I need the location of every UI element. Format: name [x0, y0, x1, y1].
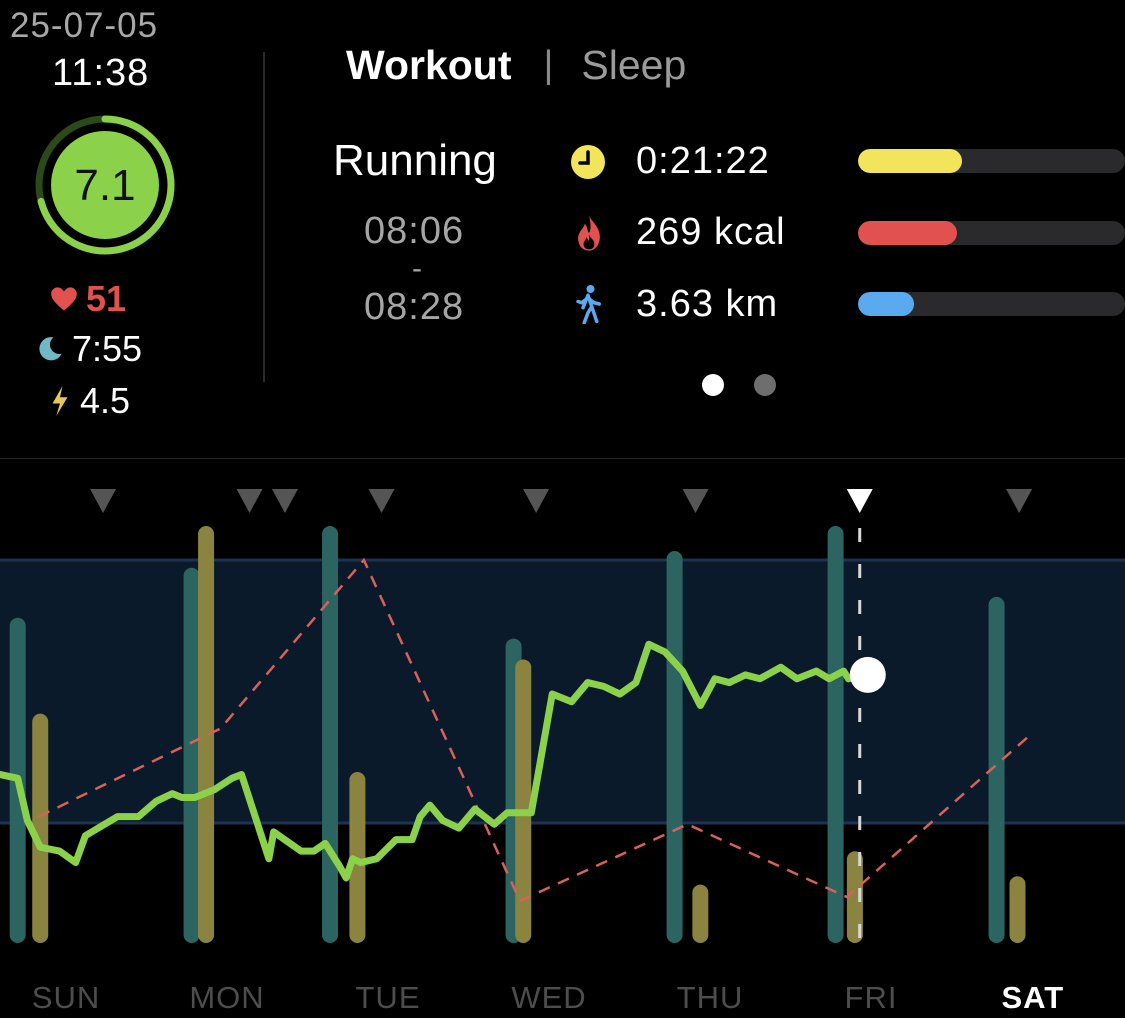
calories-bar-fill — [858, 221, 957, 245]
sleep-value: 7:55 — [72, 328, 143, 369]
teal-bar-5 — [827, 526, 844, 943]
day-label-thu: THU — [676, 980, 744, 1015]
distance-bar-fill — [858, 292, 915, 316]
tab-bar: Workout | Sleep — [346, 42, 686, 89]
teal-bar-4 — [666, 551, 683, 943]
distance-value: 3.63 km — [636, 283, 779, 325]
olive-bar-6 — [1009, 876, 1026, 943]
calories-bar — [858, 221, 1125, 245]
time-label: 11:38 — [52, 52, 150, 94]
lightning-icon — [52, 386, 68, 416]
page-dot-1[interactable] — [702, 374, 724, 396]
olive-bar-0 — [32, 713, 49, 943]
energy-value: 4.5 — [80, 380, 131, 421]
day-label-sat: SAT — [1001, 980, 1065, 1015]
end-time: 08:28 — [364, 286, 465, 328]
score-ring-progress — [37, 115, 175, 255]
day-label-sun: SUN — [31, 980, 101, 1015]
current-point — [849, 656, 886, 693]
event-marker-4 — [523, 489, 550, 513]
event-marker-2 — [271, 489, 298, 513]
date-label: 25-07-05 — [10, 6, 159, 45]
day-label-fri: FRI — [844, 980, 898, 1015]
walking-icon — [576, 285, 601, 324]
duration-bar — [858, 149, 1125, 173]
event-marker-5 — [682, 489, 709, 513]
olive-bar-5 — [846, 851, 863, 943]
day-label-tue: TUE — [355, 980, 421, 1015]
score-ring[interactable]: 7.1 — [30, 110, 180, 260]
flame-icon — [578, 215, 600, 251]
tab-workout[interactable]: Workout — [346, 42, 512, 88]
weekly-chart — [0, 489, 1125, 943]
time-range-separator: - — [412, 252, 422, 285]
target-band — [0, 560, 1125, 823]
olive-bar-4 — [692, 884, 709, 943]
event-marker-0 — [90, 489, 117, 513]
tab-sleep[interactable]: Sleep — [581, 42, 687, 88]
day-label-mon: MON — [189, 980, 265, 1015]
current-marker-triangle — [846, 489, 873, 513]
duration-value: 0:21:22 — [636, 140, 770, 182]
tab-separator: | — [543, 44, 554, 86]
day-label-wed: WED — [511, 980, 587, 1015]
vertical-divider — [263, 52, 265, 382]
page-dot-2[interactable] — [754, 374, 776, 396]
olive-bar-3 — [515, 659, 532, 943]
dashed-series-line — [38, 557, 1030, 903]
heart-rate-stat: 51 — [50, 278, 126, 320]
clock-icon — [571, 145, 605, 179]
event-marker-7 — [1006, 489, 1033, 513]
teal-bar-6 — [988, 596, 1005, 943]
moon-icon — [39, 337, 62, 361]
activity-name: Running — [333, 136, 497, 185]
olive-bar-1 — [198, 526, 215, 943]
heart-rate-value: 51 — [86, 278, 127, 319]
distance-bar — [858, 292, 1125, 316]
calories-value: 269 kcal — [636, 211, 786, 253]
teal-bar-1 — [183, 567, 200, 943]
teal-bar-2 — [322, 526, 339, 943]
duration-bar-fill — [858, 149, 963, 173]
start-time: 08:06 — [364, 210, 465, 252]
event-marker-1 — [236, 489, 263, 513]
main-series-line — [0, 640, 852, 882]
section-divider — [0, 458, 1125, 459]
energy-stat: 4.5 — [48, 380, 130, 422]
heart-icon — [51, 287, 77, 311]
sleep-stat: 7:55 — [36, 328, 142, 370]
score-circle — [51, 131, 159, 239]
event-marker-3 — [368, 489, 395, 513]
score-value: 7.1 — [74, 161, 135, 210]
